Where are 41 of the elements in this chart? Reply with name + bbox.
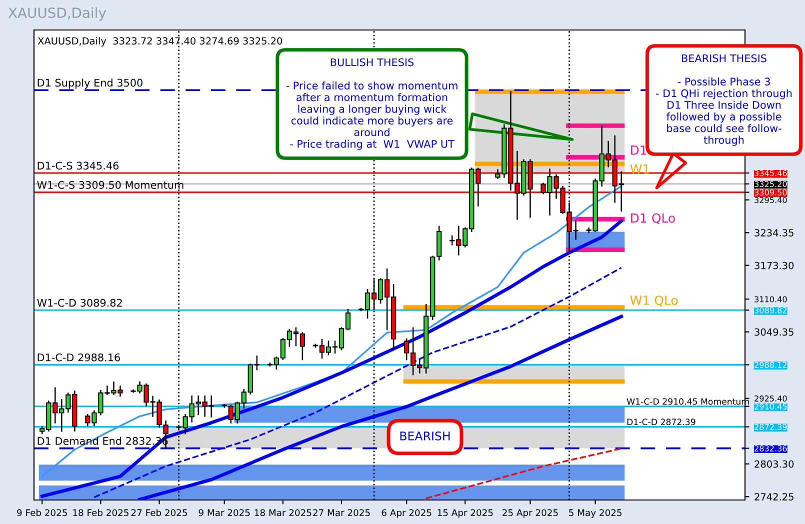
y-tick-label: 2910.45	[754, 403, 787, 410]
y-tick-label: 3309.50	[754, 189, 787, 196]
x-tick-label: 25 Apr 2025	[502, 509, 558, 518]
chart-title: XAUUSD,Daily	[8, 7, 106, 21]
y-tick-label: 3110.40	[754, 296, 787, 302]
x-tick-label: 18 Feb 2025	[73, 509, 128, 516]
ref-line-label: D1 Supply End 3500	[38, 78, 142, 89]
ref-line-label: D1-C-D 2988.16	[38, 353, 120, 362]
x-tick-label: 9 Mar 2025	[198, 509, 250, 516]
y-tick-label: 2872.39	[754, 424, 787, 430]
annotation: BEARISH	[400, 431, 450, 440]
y-tick-label: 3345.46	[754, 170, 787, 176]
text: BEARISH THESIS - Possible Phase 3 - D1 QHi rejection through D1 Three Inside Down followed by a possible base could see follow- through	[656, 54, 792, 146]
ref-line-label: D1-C-D 2872.39	[627, 418, 696, 426]
y-tick-label: 3089.82	[754, 307, 787, 314]
x-tick-label: 27 Mar 2025	[313, 509, 370, 516]
x-tick-label: 27 Feb 2025	[131, 509, 187, 516]
ref-line-label: W1-C-D 3089.82	[37, 298, 122, 307]
ref-line-label: W1-C-S 3309.50 Momentum	[37, 181, 184, 189]
x-tick-label: 18 Mar 2025	[254, 509, 312, 516]
text: BULLISH THESIS - Price failed to show momentum after a momentum formation leaving a longer buying wick could indicate more buyers are around - Price trading at W1 VWAP UT	[286, 58, 458, 150]
ref-line-label: D1-C-S 3345.46	[38, 162, 119, 170]
text: XAUUSD,Daily 3323.72 3347.40 3274.69 3325.20	[38, 37, 282, 46]
y-tick-label: 3325.20	[754, 180, 787, 188]
x-tick-label: 6 Apr 2025	[382, 509, 432, 518]
ref-line-label: D1	[631, 146, 646, 155]
y-tick-label: 3049.35	[754, 328, 794, 336]
y-tick-label: 2803.30	[754, 460, 794, 468]
y-tick-label: 3295.40	[754, 196, 787, 204]
ref-line-label: D1 QLo	[631, 213, 675, 224]
ref-line-label: W1	[630, 164, 649, 174]
ref-line-label: W1 QLo	[630, 296, 678, 306]
y-tick-label: 3173.30	[754, 262, 794, 270]
y-tick-label: 2742.25	[754, 493, 794, 500]
x-tick-label: 15 Apr 2025	[438, 509, 493, 518]
x-tick-label: 9 Feb 2025	[17, 509, 67, 516]
y-tick-label: 3234.35	[754, 229, 794, 236]
y-tick-label: 2832.36	[754, 445, 787, 452]
x-tick-label: 5 May 2025	[569, 509, 622, 518]
y-tick-label: 2925.40	[754, 395, 787, 402]
y-tick-label: 2988.12	[754, 362, 787, 368]
